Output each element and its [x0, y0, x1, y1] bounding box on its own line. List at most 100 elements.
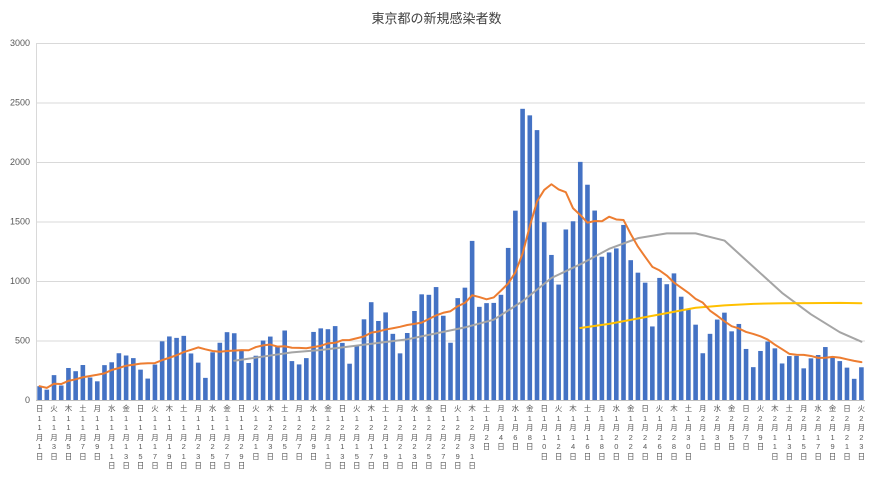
- bar: [693, 324, 698, 400]
- bar: [758, 350, 763, 400]
- bar: [844, 367, 850, 400]
- bar: [722, 312, 727, 400]
- bar: [491, 302, 497, 400]
- bar: [419, 294, 424, 400]
- bar: [304, 358, 309, 400]
- bar: [556, 284, 561, 400]
- bar: [549, 254, 554, 400]
- line-yellow-plateau-line: [579, 301, 863, 330]
- y-tick-label: 1000: [10, 276, 30, 286]
- bar: [275, 346, 280, 400]
- y-tick-label: 500: [15, 336, 30, 346]
- bar: [628, 260, 634, 400]
- bar: [412, 310, 417, 400]
- bar: [195, 362, 201, 400]
- bar: [657, 277, 662, 400]
- bar: [808, 358, 814, 400]
- bar: [73, 371, 78, 400]
- bar: [736, 323, 742, 400]
- y-tick-label: 2500: [10, 98, 30, 108]
- bar: [614, 248, 619, 400]
- bar: [642, 282, 648, 400]
- bar: [239, 350, 244, 400]
- bar: [181, 335, 187, 400]
- bar: [174, 337, 179, 400]
- bar: [787, 356, 792, 400]
- bar: [188, 353, 194, 400]
- bar: [37, 386, 42, 400]
- bar: [750, 367, 756, 400]
- bar: [390, 333, 396, 400]
- bar: [772, 348, 778, 400]
- bar: [311, 331, 316, 400]
- bar: [851, 378, 857, 400]
- bar: [815, 355, 821, 400]
- bar: [505, 247, 511, 400]
- y-tick-label: 3000: [10, 38, 30, 48]
- bar: [469, 240, 475, 400]
- bar: [729, 331, 734, 400]
- bar: [210, 352, 215, 400]
- bar: [707, 333, 713, 400]
- bar: [376, 320, 381, 400]
- bar: [433, 287, 439, 400]
- bar: [131, 358, 136, 400]
- bar: [664, 284, 670, 400]
- bar: [383, 312, 388, 400]
- bar: [859, 367, 864, 400]
- bar: [159, 341, 165, 400]
- bar: [325, 329, 331, 400]
- bar: [318, 328, 324, 400]
- bar: [426, 294, 432, 400]
- bar: [102, 365, 107, 400]
- bar: [66, 367, 71, 400]
- bar: [267, 336, 273, 400]
- bar: [484, 303, 489, 400]
- bar: [635, 272, 641, 400]
- bar: [678, 296, 684, 400]
- bar: [650, 326, 655, 400]
- y-tick-label: 1500: [10, 217, 30, 227]
- bar: [823, 347, 828, 400]
- bar: [58, 385, 64, 400]
- bar: [541, 222, 547, 400]
- bar: [837, 361, 843, 400]
- bar: [217, 342, 223, 400]
